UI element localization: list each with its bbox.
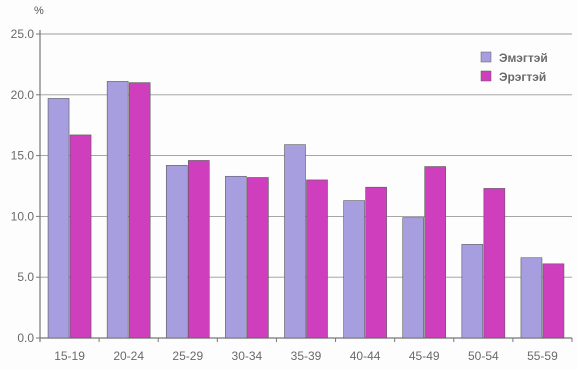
bar [306,179,328,339]
x-tick-label: 45-49 [409,349,440,363]
x-tick-label: 35-39 [291,349,322,363]
bar [247,177,269,339]
gridlines [40,33,572,339]
bar [520,257,543,339]
axes: 0.0 5.0 10.0 15.0 20.0 25.0 15-19 20-24 25-29 30-… [11,27,573,363]
bar [542,263,565,339]
bar [225,175,247,339]
y-tick-label: 25.0 [11,27,35,41]
x-tick-label: 30-34 [232,349,263,363]
y-tick-label: 10.0 [11,209,35,223]
x-tick-label: 40-44 [350,349,381,363]
x-tick-label: 25-29 [172,349,203,363]
y-tick-label: 15.0 [11,149,35,163]
legend-label: Эрэгтэй [499,70,546,84]
bar [106,81,129,339]
legend-label: Эмэгтэй [499,51,548,65]
bars [47,81,565,339]
x-tick-label: 15-19 [54,349,85,363]
x-tick-label: 50-54 [468,349,499,363]
legend-swatch [480,70,492,82]
bar [365,186,387,339]
bar [128,82,151,339]
bar [402,217,425,339]
x-tick-label: 20-24 [113,349,144,363]
bar [461,244,484,339]
bar [69,134,92,339]
bar [424,166,447,339]
bar [187,160,210,339]
legend: Эмэгтэй Эрэгтэй [480,51,548,84]
y-tick-label: 20.0 [11,88,35,102]
y-tick-label: 0.0 [17,331,34,345]
x-tick-label: 55-59 [527,349,558,363]
bar [343,200,365,339]
y-axis-unit-label: % [34,5,44,17]
bar [483,188,506,339]
legend-swatch [480,51,492,63]
bar [284,144,306,339]
bar [165,165,188,339]
y-tick-label: 5.0 [17,270,34,284]
bar [47,98,70,339]
